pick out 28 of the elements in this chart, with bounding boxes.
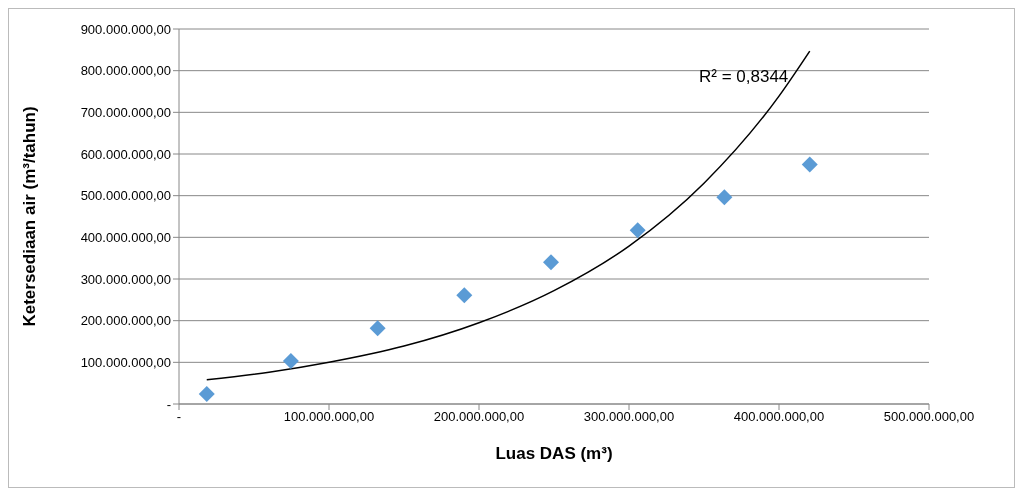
x-tick-label: 300.000.000,00 [583,409,675,425]
x-tick-label: - [176,409,182,425]
y-tick-label: 600.000.000,00 [80,146,171,162]
y-axis-title: Ketersediaan air (m³/tahun) [20,106,40,327]
x-tick-label: 400.000.000,00 [733,409,825,425]
y-tick-label: 300.000.000,00 [80,271,171,287]
point [801,156,818,173]
point [456,287,473,304]
x-tick-label: 200.000.000,00 [433,409,525,425]
x-axis-title: Luas DAS (m³) [495,444,613,463]
x-tick-label: 100.000.000,00 [283,409,375,425]
y-tick-label: - [166,396,171,412]
point [282,353,299,370]
y-tick-label: 800.000.000,00 [80,63,171,79]
line-series [206,50,811,381]
y-tick-label: 500.000.000,00 [80,188,171,204]
point [543,254,559,271]
x-tick-label: 500.000.000,00 [883,409,975,425]
y-tick-label: 100.000.000,00 [80,354,171,370]
y-tick-label: 200.000.000,00 [80,313,171,329]
annotation: R² = 0,8344 [699,67,789,87]
y-tick-label: 900.000.000,00 [80,21,171,37]
point [716,189,733,206]
y-tick-label: 400.000.000,00 [80,229,171,245]
point [629,222,646,239]
point [198,386,215,402]
point [369,320,386,337]
y-tick-label: 700.000.000,00 [80,104,171,120]
